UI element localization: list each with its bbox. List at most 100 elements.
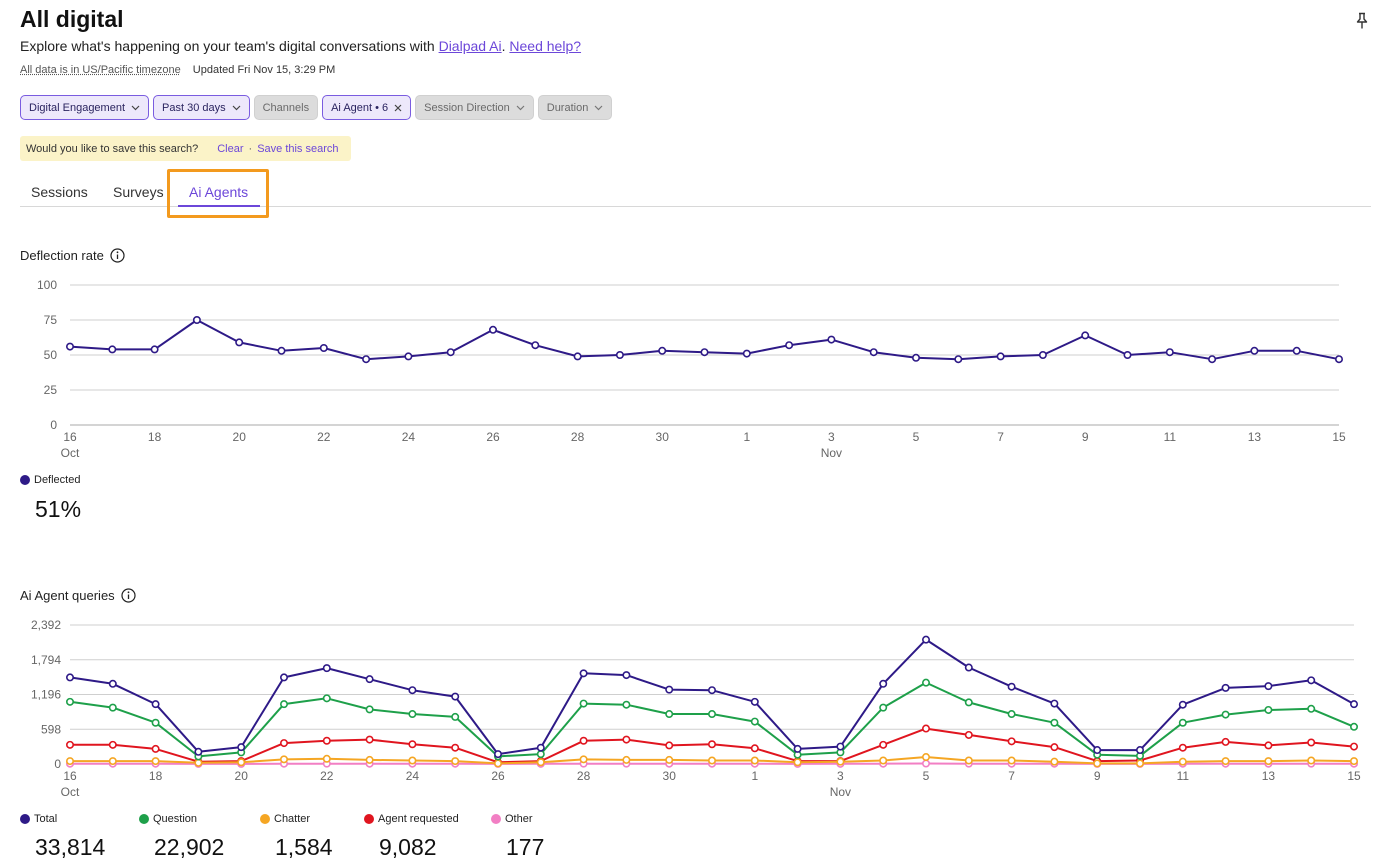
data-point-deflected [911, 353, 920, 362]
data-point-chatter [1264, 757, 1273, 766]
data-point-agent-requested [1264, 741, 1273, 750]
x-tick-label: 7 [997, 430, 1004, 444]
need-help-link[interactable]: Need help? [509, 38, 582, 54]
data-point-question [964, 698, 973, 707]
y-tick-label: 1,794 [31, 653, 61, 667]
data-point-deflected [362, 355, 371, 364]
x-tick-label: 11 [1177, 769, 1190, 783]
data-point-deflected [66, 342, 75, 351]
series-line-total [69, 638, 1355, 756]
filter-label: Channels [262, 101, 310, 114]
data-point-deflected [1165, 348, 1174, 357]
data-point-total [1264, 682, 1273, 691]
data-point-question [1264, 705, 1273, 714]
data-point-chatter [451, 757, 460, 766]
data-point-agent-requested [279, 739, 288, 748]
data-point-chatter [365, 755, 374, 764]
filter-channels[interactable]: Channels [253, 95, 319, 120]
data-point-deflected [785, 341, 794, 350]
data-point-agent-requested [66, 740, 75, 749]
data-point-total [365, 675, 374, 684]
close-icon[interactable] [394, 104, 402, 112]
dialpad-ai-link[interactable]: Dialpad Ai [438, 38, 502, 54]
data-point-agent-requested [1221, 737, 1230, 746]
x-tick-label: 16 [63, 430, 77, 444]
filter-session-direction[interactable]: Session Direction [415, 95, 534, 120]
x-tick-label: 5 [913, 430, 920, 444]
save-search-banner: Would you like to save this search? Clea… [20, 136, 351, 161]
page-title: All digital [20, 6, 124, 32]
data-point-deflected [1208, 355, 1217, 364]
data-point-total [1007, 682, 1016, 691]
data-point-chatter [1007, 756, 1016, 765]
x-month-label: Oct [61, 785, 80, 799]
data-point-chatter [750, 756, 759, 765]
data-point-question [707, 710, 716, 719]
clear-search-link[interactable]: Clear [217, 142, 244, 155]
pin-icon[interactable] [1354, 12, 1370, 30]
data-point-question [1178, 718, 1187, 727]
data-point-deflected [1250, 346, 1259, 355]
legend-dot [364, 814, 374, 824]
data-point-question [1307, 704, 1316, 713]
queries-title: Ai Agent queries [20, 588, 115, 603]
y-tick-label: 2,392 [31, 618, 61, 632]
data-point-agent-requested [151, 744, 160, 753]
info-icon[interactable] [110, 248, 125, 263]
data-point-deflected [954, 355, 963, 364]
tab-ai-agents[interactable]: Ai Agents [189, 184, 249, 200]
data-point-question [279, 700, 288, 709]
data-point-chatter [493, 759, 502, 768]
data-point-chatter [964, 756, 973, 765]
data-point-agent-requested [879, 740, 888, 749]
x-month-label: Nov [821, 446, 842, 460]
tab-bar: Sessions Surveys Ai Agents [20, 170, 1371, 207]
data-point-total [322, 664, 331, 673]
data-point-total [1050, 699, 1059, 708]
separator-dot: · [248, 142, 253, 155]
data-point-deflected [192, 315, 201, 324]
x-tick-label: 13 [1262, 769, 1276, 783]
subtitle-text: Explore what's happening on your team's … [20, 38, 439, 54]
data-point-chatter [579, 755, 588, 764]
data-point-question [66, 697, 75, 706]
filter-duration[interactable]: Duration [537, 95, 613, 120]
data-point-chatter [665, 755, 674, 764]
data-point-question [665, 710, 674, 719]
timezone-note[interactable]: All data is in US/Pacific timezone [20, 64, 181, 76]
data-point-agent-requested [1007, 737, 1016, 746]
data-point-question [1350, 722, 1359, 731]
filter-ai-agent[interactable]: Ai Agent • 6 [322, 95, 412, 120]
data-point-total [750, 697, 759, 706]
data-point-agent-requested [1178, 743, 1187, 752]
data-point-deflected [319, 344, 328, 353]
data-point-question [921, 678, 930, 687]
x-tick-label: 30 [663, 769, 677, 783]
data-point-question [1050, 718, 1059, 727]
legend-dot [139, 814, 149, 824]
x-tick-label: 11 [1164, 430, 1177, 444]
save-search-link[interactable]: Save this search [257, 142, 339, 155]
x-tick-label: 20 [233, 430, 247, 444]
x-tick-label: 18 [148, 430, 162, 444]
legend-dot [491, 814, 501, 824]
subtitle-separator: . [501, 38, 510, 54]
data-point-chatter [1350, 757, 1359, 766]
data-point-deflected [658, 346, 667, 355]
legend-label: Question [153, 813, 198, 825]
tab-surveys[interactable]: Surveys [113, 184, 164, 200]
data-point-total [66, 673, 75, 682]
filter-date-range[interactable]: Past 30 days [153, 95, 250, 120]
question-value: 22,902 [154, 834, 225, 860]
x-tick-label: 28 [577, 769, 591, 783]
data-point-agent-requested [750, 744, 759, 753]
data-point-total [536, 743, 545, 752]
tab-sessions[interactable]: Sessions [31, 184, 88, 200]
data-point-deflected [869, 348, 878, 357]
x-tick-label: 16 [63, 769, 77, 783]
info-icon[interactable] [121, 588, 136, 603]
filter-digital-engagement[interactable]: Digital Engagement [20, 95, 150, 120]
x-month-label: Nov [830, 785, 851, 799]
data-point-chatter [836, 757, 845, 766]
